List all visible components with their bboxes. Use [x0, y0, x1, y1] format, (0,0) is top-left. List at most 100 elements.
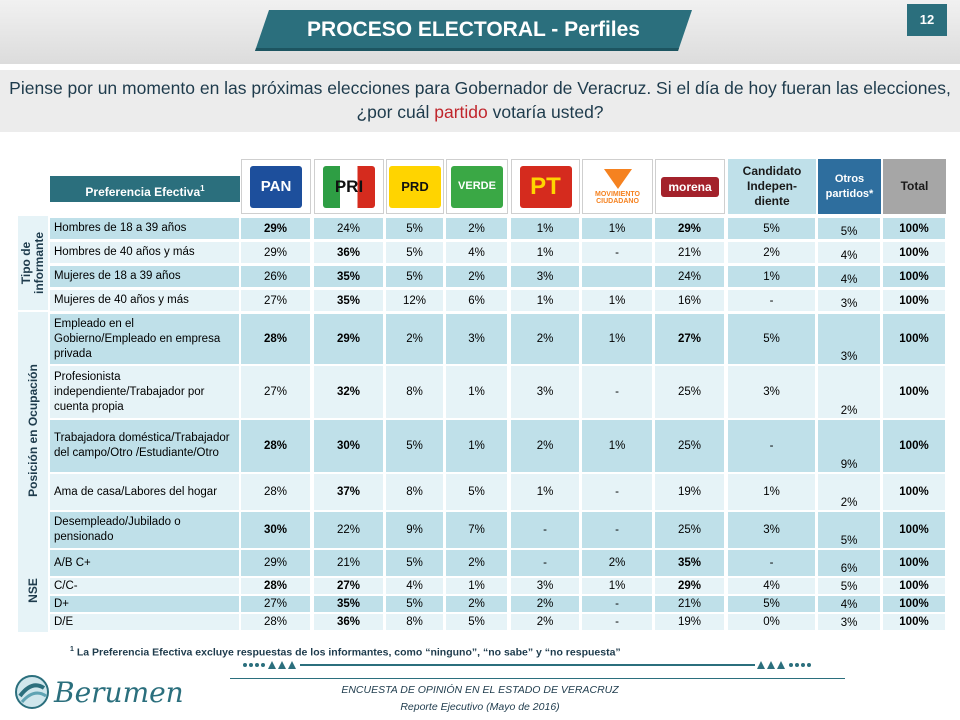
- table-cell: 2%: [511, 420, 580, 472]
- table-cell: 3%: [818, 314, 881, 364]
- table-cell: 100%: [883, 614, 946, 630]
- table-cell: -: [582, 242, 653, 263]
- table-cell: 25%: [655, 512, 725, 548]
- table-cell: 5%: [818, 218, 881, 239]
- table-cell: 5%: [386, 420, 444, 472]
- footnote: 1 La Preferencia Efectiva excluye respue…: [70, 646, 621, 659]
- party-name-3: VERDE: [458, 180, 496, 192]
- table-row: Profesionista independiente/Trabajador p…: [50, 366, 946, 418]
- table-cell: 19%: [655, 614, 725, 630]
- table-cell: 2%: [446, 266, 508, 287]
- table-cell: -: [728, 550, 816, 576]
- group-label-text-2: NSE: [25, 577, 40, 603]
- table-cell: 1%: [446, 420, 508, 472]
- party-badge-4: PT: [519, 165, 572, 208]
- row-label: D/E: [50, 614, 240, 630]
- column-header-text-7: Candidato Indepen- diente: [742, 164, 802, 208]
- pref-label-text: Preferencia Efectiva: [85, 185, 201, 199]
- table-cell: 2%: [818, 366, 881, 418]
- table-cell: 5%: [818, 578, 881, 594]
- table-cell: 0%: [728, 614, 816, 630]
- table-cell: 25%: [655, 366, 725, 418]
- table-cell: 19%: [655, 474, 725, 510]
- table-cell: 27%: [655, 314, 725, 364]
- table-cell: 29%: [241, 550, 311, 576]
- party-name-6: morena: [668, 179, 712, 194]
- party-logo-5: MOVIMIENTO CIUDADANO: [582, 159, 653, 214]
- row-label: D+: [50, 596, 240, 612]
- table-cell: 2%: [446, 550, 508, 576]
- table-cell: 1%: [582, 420, 653, 472]
- table-cell: 1%: [728, 474, 816, 510]
- table-cell: 29%: [314, 314, 384, 364]
- pref-label-sup: 1: [200, 184, 205, 193]
- table-row: A/B C+ 29% 21% 5% 2% -2% 35% -6% 100%: [50, 550, 946, 576]
- table-cell: 3%: [446, 314, 508, 364]
- row-label: C/C-: [50, 578, 240, 594]
- table-cell: -: [582, 512, 653, 548]
- row-label: Ama de casa/Labores del hogar: [50, 474, 240, 510]
- table-cell: 3%: [728, 366, 816, 418]
- table-cell: 8%: [386, 474, 444, 510]
- table-cell: 100%: [883, 596, 946, 612]
- table-cell: 2%: [582, 550, 653, 576]
- table-cell: 4%: [818, 266, 881, 287]
- party-logo-2: PRD: [386, 159, 444, 214]
- table-cell: 1%: [511, 290, 580, 311]
- table-cell: 100%: [883, 512, 946, 548]
- question-part1: Piense por un momento en las próximas el…: [9, 78, 951, 122]
- table-cell: 2%: [511, 596, 580, 612]
- table-cell: 27%: [241, 290, 311, 311]
- party-name-5: MOVIMIENTO CIUDADANO: [595, 190, 640, 205]
- table-cell: 32%: [314, 366, 384, 418]
- table-cell: 29%: [241, 242, 311, 263]
- table-cell: 4%: [818, 596, 881, 612]
- table-row: Mujeres de 40 años y más 27% 35% 12% 6% 1% 1% 1…: [50, 290, 946, 311]
- party-badge-1: PRI: [323, 165, 375, 208]
- footer-decoration-left: [243, 661, 335, 669]
- footer-line1: ENCUESTA DE OPINIÓN EN EL ESTADO DE VERA…: [341, 684, 619, 696]
- table-cell: 29%: [655, 578, 725, 594]
- table-cell: 1%: [511, 218, 580, 239]
- table-cell: 5%: [386, 550, 444, 576]
- question-text: Piense por un momento en las próximas el…: [0, 76, 960, 124]
- table-cell: 3%: [511, 366, 580, 418]
- row-label: Desempleado/Jubilado o pensionado: [50, 512, 240, 548]
- table-cell: 27%: [314, 578, 384, 594]
- table-cell: 100%: [883, 218, 946, 239]
- table-cell: 9%: [818, 420, 881, 472]
- row-label: Mujeres de 18 a 39 años: [50, 266, 240, 287]
- table-cell: 35%: [314, 266, 384, 287]
- table-cell: 35%: [655, 550, 725, 576]
- table-cell: 2%: [511, 614, 580, 630]
- row-label: Hombres de 18 a 39 años: [50, 218, 240, 239]
- table-cell: 36%: [314, 242, 384, 263]
- table-cell: 3%: [728, 512, 816, 548]
- table-cell: 5%: [728, 314, 816, 364]
- table-cell: 100%: [883, 242, 946, 263]
- table-cell: 37%: [314, 474, 384, 510]
- party-logo-1: PRI: [314, 159, 384, 214]
- column-header-9: Total: [883, 159, 946, 214]
- party-badge-5: MOVIMIENTO CIUDADANO: [591, 165, 644, 208]
- table-row: C/C- 28% 27% 4% 1% 3% 1% 29% 4% 5% 100%: [50, 578, 946, 594]
- table-cell: 26%: [241, 266, 311, 287]
- group-label-0: Tipo de informante: [18, 216, 48, 310]
- table-cell: 100%: [883, 366, 946, 418]
- table-cell: -: [582, 596, 653, 612]
- table-cell: 24%: [314, 218, 384, 239]
- table-cell: 1%: [582, 578, 653, 594]
- table-row: Empleado en el Gobierno/Empleado en empr…: [50, 314, 946, 364]
- group-label-text-1: Posición en Ocupación: [25, 364, 40, 497]
- table-cell: 9%: [386, 512, 444, 548]
- party-logo-0: PAN: [241, 159, 311, 214]
- party-badge-0: PAN: [250, 165, 302, 208]
- table-cell: 4%: [818, 242, 881, 263]
- table-cell: 12%: [386, 290, 444, 311]
- row-label: Empleado en el Gobierno/Empleado en empr…: [50, 314, 240, 364]
- table-cell: 30%: [314, 420, 384, 472]
- table-cell: -: [728, 420, 816, 472]
- table-cell: 4%: [446, 242, 508, 263]
- table-cell: -: [582, 614, 653, 630]
- footnote-text: La Preferencia Efectiva excluye respuest…: [73, 646, 621, 659]
